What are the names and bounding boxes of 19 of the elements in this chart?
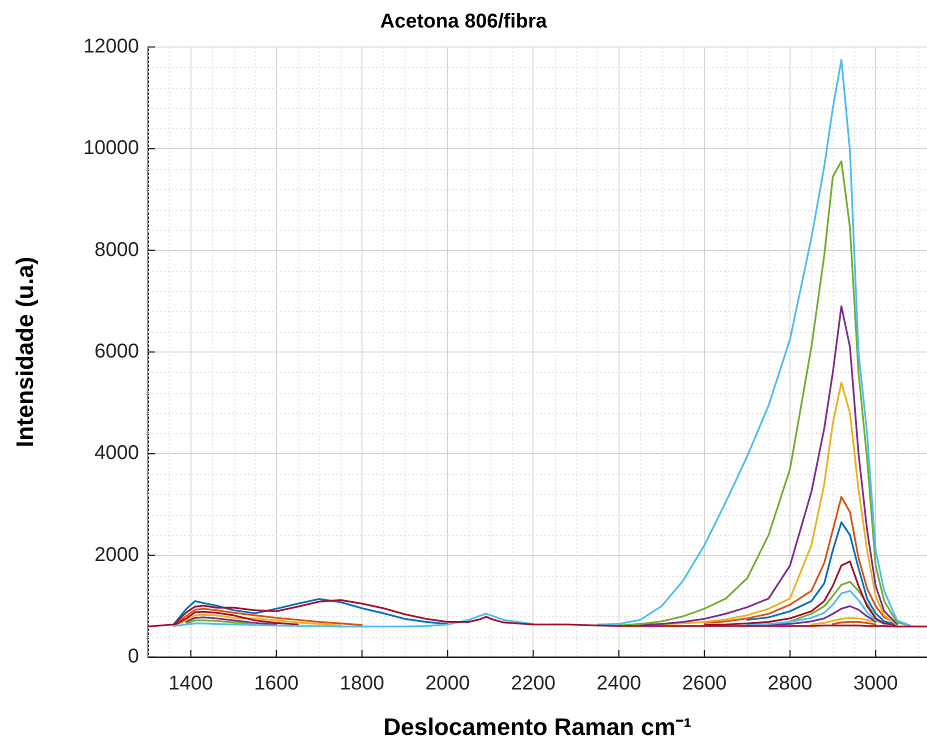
x-tick-label: 1800 [340, 672, 384, 695]
y-tick-label: 8000 [94, 238, 139, 261]
x-tick-label: 2200 [510, 672, 556, 695]
x-tick-label: 1400 [168, 672, 214, 695]
y-tick-label: 10000 [83, 137, 139, 160]
x-tick-label: 2800 [768, 672, 812, 695]
x-tick-label: 2600 [682, 672, 727, 695]
y-tick-label: 12000 [83, 36, 139, 58]
x-tick-label: 1600 [254, 672, 299, 695]
x-axis-title: Deslocamento Raman cm⁻¹ [383, 714, 692, 742]
y-axis-title: Intensidade (u.a) [12, 256, 40, 448]
x-tick-label: 2400 [596, 672, 642, 695]
x-tick-label: 3000 [853, 672, 898, 695]
y-tick-label: 2000 [94, 544, 139, 566]
y-tick-label: 4000 [94, 442, 139, 464]
x-tick-label: 2000 [425, 672, 470, 695]
y-tick-label: 0 [128, 646, 139, 668]
chart-title: Acetona 806/fibra [380, 10, 548, 33]
y-tick-label: 6000 [94, 340, 139, 363]
